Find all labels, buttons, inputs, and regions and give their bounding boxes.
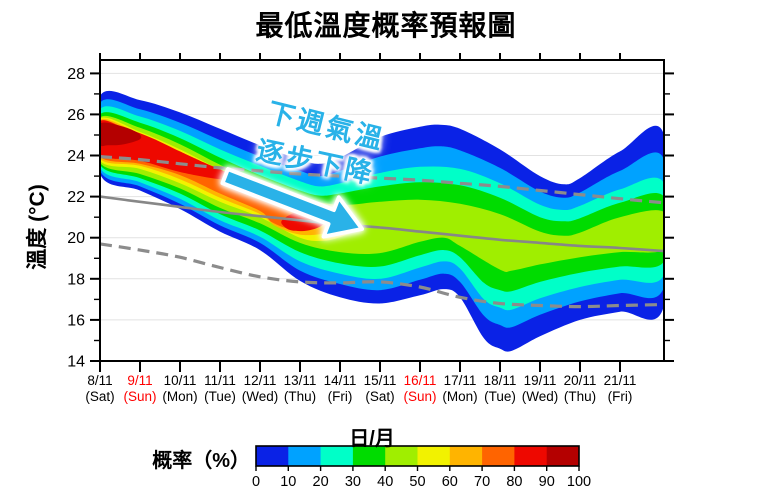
y-tick-label: 20 (67, 230, 85, 247)
y-tick-label: 16 (67, 312, 85, 329)
colorbar-tick-label: 90 (539, 474, 555, 490)
colorbar: 0 10 20 30 40 50 60 70 80 90 100 (252, 445, 591, 490)
x-axis: 8/11(Sat)9/11(Sun)10/11(Mon)11/11(Tue)12… (85, 53, 636, 404)
y-axis-label: 溫度 (°C) (26, 184, 49, 270)
x-date-label: 14/11 (324, 373, 357, 388)
x-weekday-label: (Sun) (403, 389, 436, 404)
x-weekday-label: (Tue) (484, 389, 516, 404)
x-date-label: 17/11 (444, 373, 477, 388)
median-solid (100, 195, 664, 253)
colorbar-tick-label: 50 (409, 474, 425, 490)
x-weekday-label: (Tue) (204, 389, 236, 404)
colorbar-tick-label: 60 (442, 474, 458, 490)
y-tick-label: 24 (67, 148, 85, 165)
x-date-label: 9/11 (127, 373, 152, 388)
y-tick-label: 22 (67, 189, 85, 206)
colorbar-tick-label: 70 (474, 474, 490, 490)
x-weekday-label: (Thu) (564, 389, 596, 404)
colorbar-segment (256, 446, 289, 466)
x-date-label: 19/11 (524, 373, 557, 388)
x-axis-label: 日/月 (349, 428, 395, 450)
x-weekday-label: (Sat) (365, 389, 394, 404)
colorbar-segment (482, 446, 515, 466)
x-weekday-label: (Mon) (162, 389, 197, 404)
x-weekday-label: (Fri) (608, 389, 633, 404)
colorbar-segment (385, 446, 418, 466)
x-weekday-label: (Wed) (522, 389, 559, 404)
colorbar-tick-label: 40 (377, 474, 393, 490)
colorbar-segment (417, 446, 451, 466)
colorbar-segment (288, 446, 322, 466)
reference-lines (100, 155, 664, 309)
x-weekday-label: (Mon) (442, 389, 477, 404)
plot-frame (99, 59, 665, 362)
colorbar-tick-label: 30 (345, 474, 361, 490)
x-weekday-label: (Fri) (328, 389, 353, 404)
colorbar-tick-label: 0 (252, 474, 260, 490)
y-tick-label: 28 (67, 66, 85, 83)
x-date-label: 13/11 (284, 373, 317, 388)
x-weekday-label: (Wed) (242, 389, 279, 404)
x-weekday-label: (Sat) (85, 389, 114, 404)
y-tick-label: 26 (67, 107, 85, 124)
x-date-label: 20/11 (564, 373, 597, 388)
colorbar-tick-label: 80 (506, 474, 522, 490)
colorbar-segment (514, 446, 548, 466)
colorbar-segment (546, 446, 580, 466)
colorbar-segment (449, 446, 483, 466)
x-weekday-label: (Sun) (123, 389, 156, 404)
colorbar-segment (320, 446, 354, 466)
x-date-label: 11/11 (204, 373, 236, 388)
colorbar-tick-label: 100 (567, 474, 591, 490)
colorbar-tick-label: 10 (280, 474, 296, 490)
trend-arrow-icon (220, 167, 364, 239)
x-weekday-label: (Thu) (284, 389, 316, 404)
y-tick-label: 18 (67, 271, 85, 288)
x-date-label: 21/11 (604, 373, 637, 388)
colorbar-tick-label: 20 (313, 474, 329, 490)
page-title: 最低溫度概率預報圖 (255, 10, 517, 41)
y-axis: 14 16 18 20 22 24 26 28 (67, 66, 674, 371)
colorbar-segment (352, 446, 386, 466)
x-date-label: 10/11 (164, 373, 197, 388)
x-date-label: 16/11 (404, 373, 437, 388)
x-date-label: 8/11 (87, 373, 112, 388)
y-tick-label: 14 (67, 354, 85, 371)
band-50pct (100, 116, 664, 272)
band-100pct (100, 122, 142, 147)
x-date-label: 15/11 (364, 373, 397, 388)
x-date-label: 18/11 (484, 373, 517, 388)
colorbar-label: 概率（%） (152, 450, 250, 472)
x-date-label: 12/11 (244, 373, 277, 388)
